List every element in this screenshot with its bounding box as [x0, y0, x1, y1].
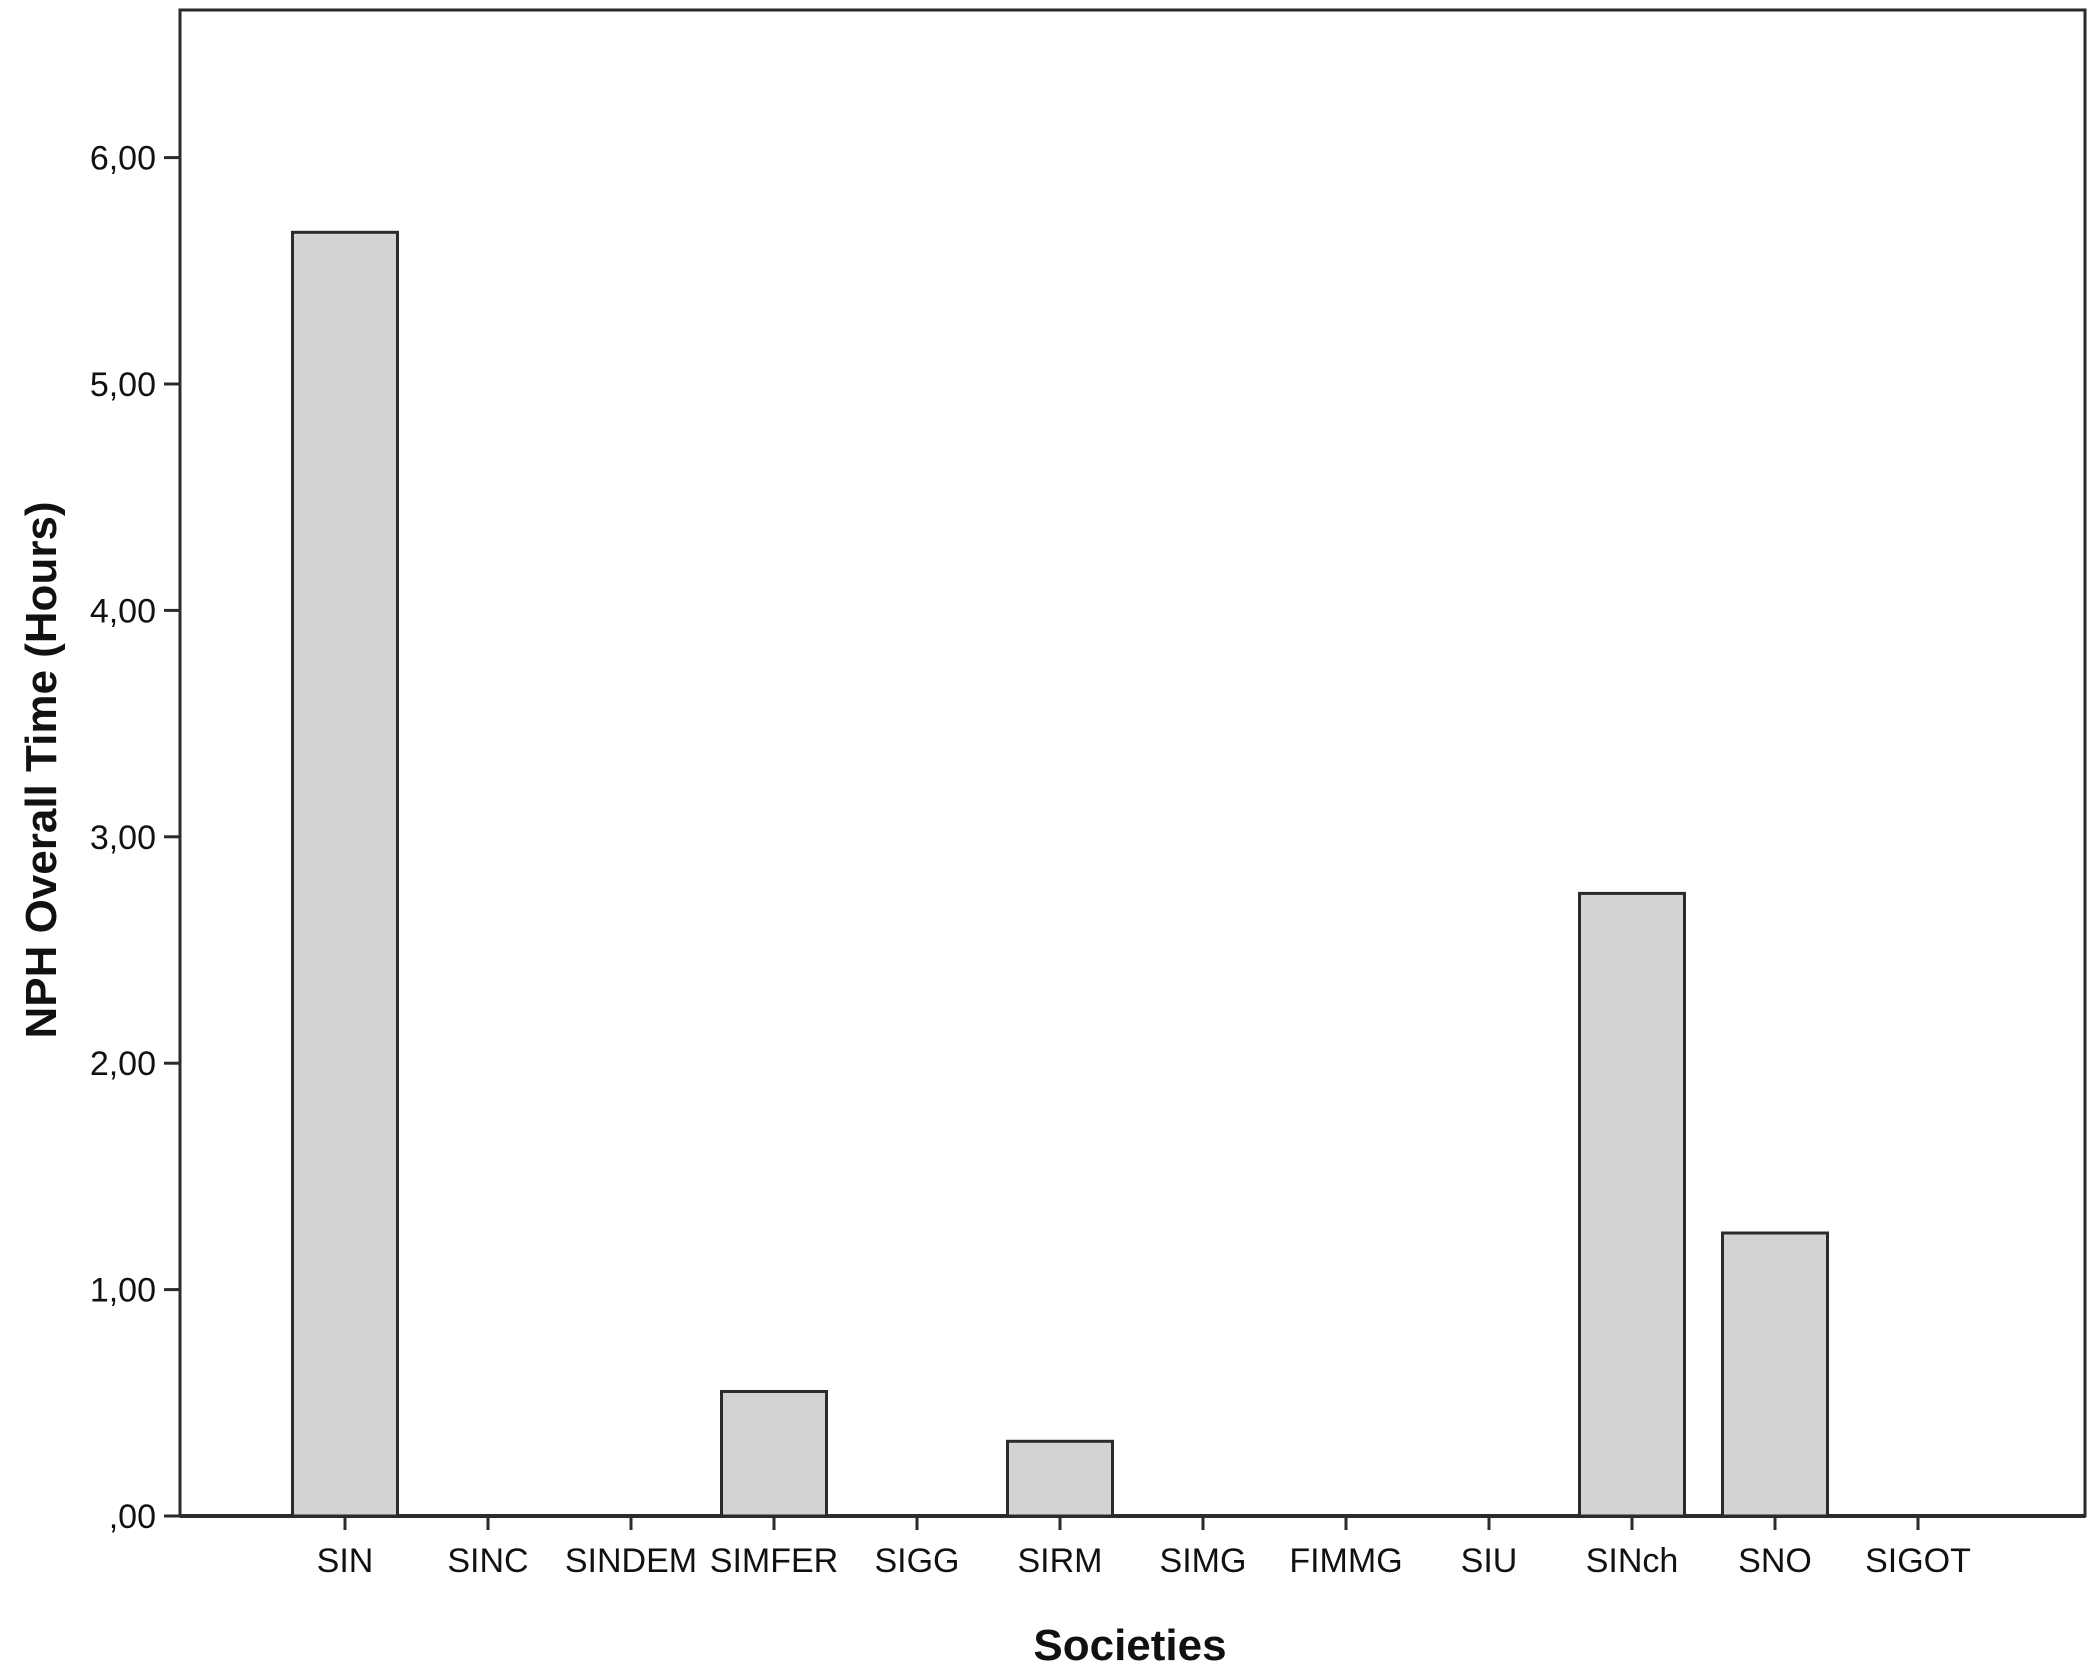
- x-tick-label: FIMMG: [1289, 1542, 1402, 1580]
- x-tick-label: SIGG: [874, 1542, 959, 1580]
- y-axis: ,00 1,00 2,00 3,00 4,00 5,00 6,00: [90, 140, 180, 1536]
- bar-sin: [291, 230, 399, 1518]
- x-tick-label: SIU: [1461, 1542, 1518, 1580]
- y-tick-label: 6,00: [90, 140, 156, 178]
- bar-sirm: [1006, 1439, 1114, 1518]
- x-tick-label: SIGOT: [1865, 1542, 1971, 1580]
- y-tick-label: 2,00: [90, 1045, 156, 1083]
- x-tick-label: SIRM: [1018, 1542, 1103, 1580]
- x-tick-label: SIMFER: [710, 1542, 838, 1580]
- x-tick-label: SINC: [447, 1542, 528, 1580]
- x-tick-label: SINch: [1586, 1542, 1679, 1580]
- y-tick-label: 1,00: [90, 1272, 156, 1310]
- bar-sinch: [1578, 891, 1686, 1518]
- x-tick-label: SIN: [317, 1542, 374, 1580]
- x-axis-title: Societies: [1033, 1621, 1226, 1669]
- y-tick-label: ,00: [109, 1498, 156, 1536]
- y-tick-label: 3,00: [90, 819, 156, 857]
- bars: [291, 230, 1829, 1518]
- bar-sno: [1721, 1231, 1829, 1518]
- y-tick-label: 4,00: [90, 592, 156, 630]
- x-tick-label: SINDEM: [565, 1542, 697, 1580]
- x-tick-label: SIMG: [1160, 1542, 1247, 1580]
- y-tick-label: 5,00: [90, 366, 156, 404]
- x-axis: SIN SINC SINDEM SIMFER SIGG SIRM SIMG FIMMG SIU S…: [180, 1514, 2085, 1580]
- y-axis-title: NPH Overall Time (Hours): [17, 501, 66, 1038]
- bar-simfer: [720, 1389, 828, 1518]
- x-tick-label: SNO: [1738, 1542, 1812, 1580]
